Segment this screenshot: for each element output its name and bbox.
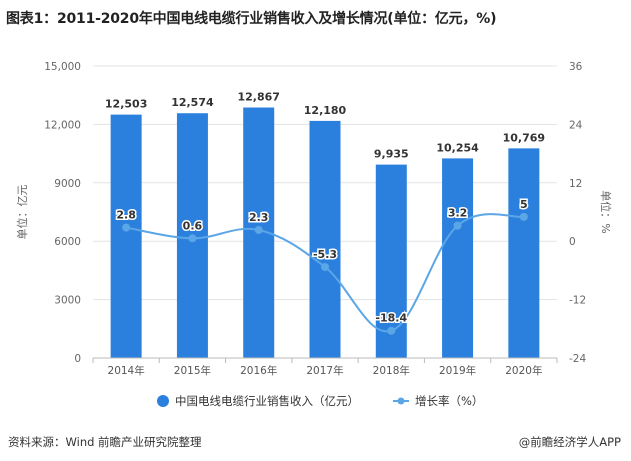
legend-bar-swatch [157,395,169,407]
growth-value-label: 3.2 [448,207,468,220]
y-left-tick-label: 12,000 [44,119,81,131]
y-right-tick-label: 0 [569,236,576,248]
growth-value-label: 0.6 [183,219,203,232]
y-right-tick-label: -12 [569,295,586,307]
bar-value-label: 12,503 [105,98,147,111]
y-left-axis-title: 单位：亿元 [15,185,29,240]
bar [110,114,142,358]
y-right-tick-label: -24 [569,353,586,365]
x-tick-label: 2017年 [306,364,343,377]
bar-value-label: 10,769 [503,131,545,144]
bar-value-label: 12,867 [237,91,279,104]
y-left-tick-label: 0 [74,353,81,365]
brand-watermark: @前瞻经济学人APP [518,435,621,449]
growth-point [453,221,462,230]
growth-value-label: 5 [520,198,528,211]
bar [375,164,407,358]
growth-value-label: 2.3 [249,211,269,224]
legend-line-label: 增长率（%） [415,394,483,408]
x-tick-label: 2015年 [174,364,211,377]
x-tick-label: 2018年 [373,364,410,377]
growth-point [188,234,197,243]
x-tick-label: 2016年 [240,364,277,377]
legend-line-marker [397,397,405,405]
line-series [122,212,528,335]
growth-value-label: -18.4 [375,312,407,325]
legend: 中国电线电缆行业销售收入（亿元） 增长率（%） [157,394,483,408]
axes: 0 -24 3000 -12 6000 0 9000 12 12,000 24 15,000 36 20… [15,61,613,377]
y-left-tick-label: 15,000 [44,61,81,73]
y-left-tick-label: 9000 [54,178,81,190]
x-tick-label: 2014年 [108,364,145,377]
growth-point [122,223,131,232]
growth-point [519,212,528,221]
data-labels: 12,503 12,574 12,867 12,180 9,935 10,254 10,76… [105,91,545,327]
growth-value-label: 2.8 [116,209,136,222]
growth-point [387,326,396,335]
source-note: 资料来源：Wind 前瞻产业研究院整理 [8,435,202,449]
y-right-tick-label: 12 [569,178,582,190]
legend-bar-label: 中国电线电缆行业销售收入（亿元） [175,394,359,408]
y-left-tick-label: 6000 [54,236,81,248]
x-tick-label: 2019年 [439,364,476,377]
bar-value-label: 12,574 [171,96,214,109]
y-right-tick-label: 24 [569,119,583,131]
chart-title: 图表1：2011-2020年中国电线电缆行业销售收入及增长情况(单位：亿元，%) [6,11,497,27]
y-left-tick-label: 3000 [54,295,81,307]
x-tick-label: 2020年 [505,364,542,377]
y-right-axis-title: 单位：% [599,190,613,233]
bar-value-label: 9,935 [374,148,409,161]
growth-value-label: -5.3 [313,248,337,261]
bar [442,158,474,358]
bar-value-label: 12,180 [304,104,347,117]
bar [508,148,540,358]
bar [309,120,341,358]
growth-point [254,226,263,235]
growth-point [321,262,329,271]
bar-value-label: 10,254 [436,141,479,154]
y-right-tick-label: 36 [569,61,583,73]
